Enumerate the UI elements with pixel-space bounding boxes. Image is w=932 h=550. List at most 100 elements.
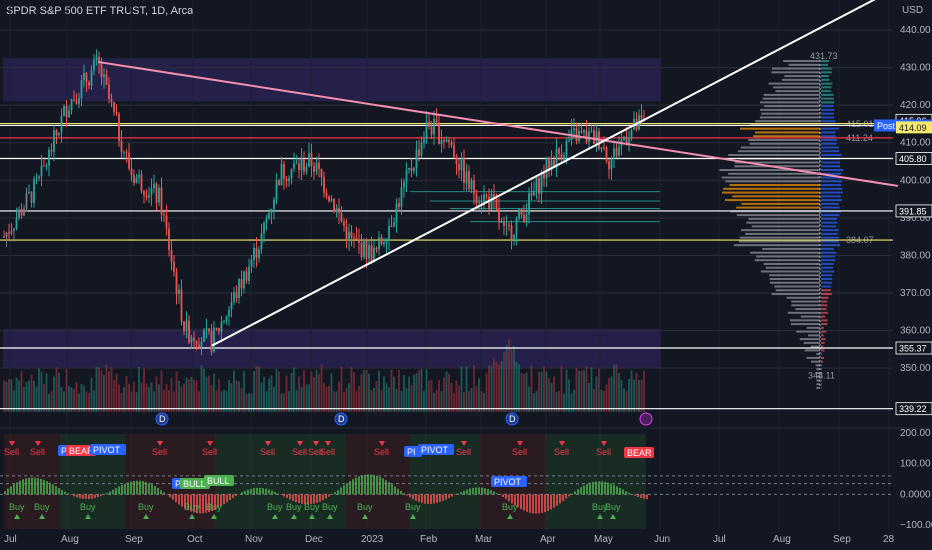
candle-body bbox=[230, 302, 233, 310]
osc-tick-label: −100.00 bbox=[900, 520, 932, 531]
osc-bar bbox=[118, 486, 120, 495]
profile-bar-left bbox=[733, 244, 820, 247]
osc-bar bbox=[202, 494, 204, 514]
profile-bar-right bbox=[821, 214, 840, 217]
volume-bar bbox=[313, 377, 315, 412]
candle-body bbox=[548, 157, 550, 171]
volume-bar bbox=[345, 388, 348, 412]
sell-arrow bbox=[207, 441, 213, 446]
sell-arrow bbox=[297, 441, 303, 446]
osc-bar bbox=[286, 494, 288, 499]
bull-tag: BULL bbox=[207, 476, 230, 486]
volume-bar bbox=[85, 391, 88, 412]
candle-body bbox=[398, 203, 400, 207]
osc-bar bbox=[391, 484, 393, 495]
bear-tag-box bbox=[66, 445, 96, 456]
candle-body bbox=[475, 194, 478, 204]
candle-body bbox=[485, 194, 488, 197]
osc-bar bbox=[262, 488, 264, 495]
time-tick-label: 2023 bbox=[361, 534, 384, 545]
candle-body bbox=[540, 173, 543, 194]
volume-bar bbox=[563, 393, 565, 412]
volume-bar bbox=[125, 376, 128, 412]
osc-bar bbox=[487, 488, 489, 495]
candle-body bbox=[218, 328, 220, 332]
candle-body bbox=[195, 340, 198, 345]
volume-bar bbox=[623, 388, 625, 412]
volume-bar bbox=[318, 373, 320, 412]
osc-bar bbox=[415, 494, 417, 501]
profile-bar-left bbox=[759, 116, 820, 119]
candle-body bbox=[130, 168, 133, 176]
osc-bar bbox=[106, 493, 108, 495]
volume-bar bbox=[615, 364, 618, 412]
oscillator-pane: 200.00100.000.0000−100.00PIBEARPIVOTPIBU… bbox=[0, 427, 932, 531]
osc-bar bbox=[460, 492, 462, 495]
candle-body bbox=[210, 331, 213, 352]
osc-bar bbox=[19, 480, 21, 495]
low-marker: 348.11 bbox=[808, 370, 835, 380]
candle-body bbox=[453, 145, 455, 158]
candle-body bbox=[388, 226, 390, 241]
candle-body bbox=[520, 209, 523, 215]
candle-body bbox=[188, 320, 190, 343]
profile-bar-left bbox=[739, 236, 820, 239]
volume-bar bbox=[243, 371, 245, 412]
volume-bar bbox=[370, 389, 373, 412]
candle-body bbox=[503, 221, 505, 226]
candle-body bbox=[303, 159, 305, 172]
candle-body bbox=[395, 203, 398, 223]
time-axis: Jul Aug Sep Oct Nov Dec 2023 Feb Mar Apr May Jun Jul… bbox=[4, 534, 895, 545]
candle-body bbox=[185, 320, 188, 332]
candle-body bbox=[343, 221, 345, 227]
candle-body bbox=[295, 163, 298, 165]
profile-bar-right bbox=[821, 187, 843, 190]
volume-bar bbox=[303, 370, 305, 412]
volume-bar bbox=[530, 365, 533, 412]
osc-bar bbox=[169, 494, 171, 498]
osc-bar bbox=[637, 494, 639, 498]
osc-bar bbox=[610, 483, 612, 495]
osc-bar bbox=[130, 481, 132, 495]
profile-bar-left bbox=[790, 323, 820, 326]
candle-body bbox=[603, 147, 605, 149]
candle-body bbox=[105, 74, 108, 85]
osc-bar bbox=[94, 494, 96, 499]
buy-label: Buy bbox=[592, 502, 608, 512]
volume-bar bbox=[248, 393, 250, 412]
osc-bar bbox=[619, 487, 621, 495]
candle-body bbox=[410, 167, 413, 171]
candle-body bbox=[90, 70, 93, 86]
candle-body bbox=[593, 130, 595, 144]
osc-bar bbox=[256, 487, 258, 495]
profile-bar-left bbox=[795, 308, 820, 311]
candle-body bbox=[100, 63, 103, 78]
buy-label: Buy bbox=[357, 502, 373, 512]
volume-bar bbox=[238, 381, 240, 412]
profile-bar-left bbox=[761, 112, 820, 115]
candle-body bbox=[523, 214, 525, 223]
volume-bar bbox=[558, 390, 560, 412]
candle-body bbox=[318, 162, 320, 170]
osc-bar bbox=[544, 494, 546, 513]
buy-label: Buy bbox=[138, 502, 154, 512]
candle-body bbox=[430, 126, 433, 135]
candle-body bbox=[585, 130, 588, 143]
price-tick-label: 400.00 bbox=[900, 175, 931, 186]
volume-bar bbox=[625, 390, 628, 412]
volume-bar bbox=[285, 375, 288, 412]
osc-bar bbox=[505, 494, 507, 500]
volume-bar bbox=[273, 386, 275, 412]
volume-bar bbox=[43, 384, 45, 412]
volume-bar bbox=[335, 391, 338, 412]
volume-bar bbox=[108, 371, 110, 412]
volume-bar bbox=[525, 372, 528, 412]
candle-body bbox=[213, 327, 215, 352]
profile-bar-left bbox=[760, 270, 820, 273]
volume-bar bbox=[173, 391, 175, 412]
sell-label: Sell bbox=[512, 447, 527, 457]
osc-bar bbox=[13, 484, 15, 495]
osc-bar bbox=[337, 489, 339, 495]
volume-bar bbox=[408, 376, 410, 412]
